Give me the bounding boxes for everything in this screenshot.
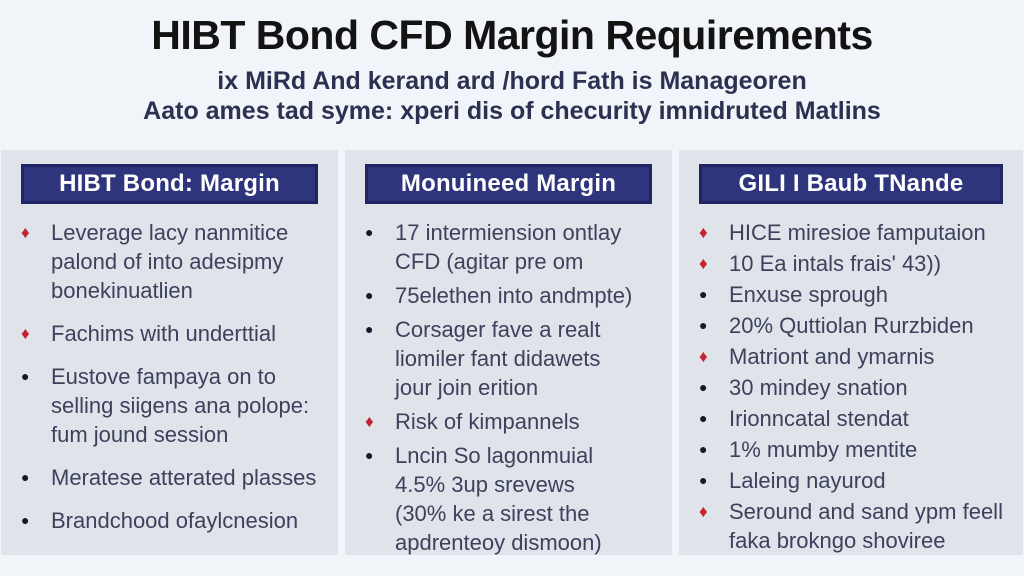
bullet-list: ♦ HICE miresioe famputaion ♦ 10 Ea intal… (679, 216, 1023, 555)
bullet-text: Fachims with underttial (51, 321, 276, 346)
bullet-text: Risk of kimpannels (395, 409, 580, 434)
bullet-item: ● 30 mindey snation (699, 373, 1013, 402)
columns-container: HIBT Bond: Margin ♦ Leverage lacy nanmit… (1, 150, 1024, 555)
dot-bullet-icon: ● (21, 512, 30, 528)
bullet-list: ● 17 intermiension ontlay CFD (agitar pr… (345, 216, 672, 555)
bullet-text: Corsager fave a realt liomiler fant dida… (395, 317, 601, 400)
column-3-panel: GILI I Baub TNande ♦ HICE miresioe fampu… (679, 150, 1023, 555)
subtitle-line-2: Aato ames tad syme: xperi dis of checuri… (143, 97, 881, 125)
bullet-text: Lncin So lagonmuial 4.5% 3up srevews (30… (395, 443, 602, 555)
column-header-bar: GILI I Baub TNande (699, 164, 1003, 204)
bullet-text: 17 intermiension ontlay CFD (agitar pre … (395, 220, 622, 274)
bullet-text: Enxuse sprough (729, 282, 888, 307)
dot-bullet-icon: ● (21, 469, 30, 485)
bullet-item: ♦ 10 Ea intals frais' 43)) (699, 249, 1013, 278)
dot-bullet-icon: ● (21, 368, 30, 384)
bullet-item: ● Corsager fave a realt liomiler fant di… (365, 315, 662, 402)
bullet-item: ♦ Leverage lacy nanmitice palond of into… (21, 218, 328, 305)
dot-bullet-icon: ● (699, 441, 708, 457)
bullet-item: ● 75elethen into andmpte) (365, 281, 662, 310)
column-header-bar: HIBT Bond: Margin (21, 164, 318, 204)
diamond-bullet-icon: ♦ (699, 254, 708, 273)
bullet-text: HICE miresioe famputaion (729, 220, 986, 245)
diamond-bullet-icon: ♦ (21, 223, 30, 242)
dot-bullet-icon: ● (699, 472, 708, 488)
diamond-bullet-icon: ♦ (21, 324, 30, 343)
bullet-text: 1% mumby mentite (729, 437, 918, 462)
bullet-item: ♦ HICE miresioe famputaion (699, 218, 1013, 247)
dot-bullet-icon: ● (365, 321, 374, 337)
bullet-item: ● Irionncatal stendat (699, 404, 1013, 433)
bullet-item: ♦ Risk of kimpannels (365, 407, 662, 436)
bullet-item: ● Meratese atterated plasses (21, 463, 328, 492)
column-header-bar: Monuineed Margin (365, 164, 652, 204)
diamond-bullet-icon: ♦ (699, 502, 708, 521)
column-1-panel: HIBT Bond: Margin ♦ Leverage lacy nanmit… (1, 150, 338, 555)
bullet-item: ● Brandchood ofaylcnesion (21, 506, 328, 535)
column-header-label: GILI I Baub TNande (738, 170, 964, 197)
bullet-text: Leverage lacy nanmitice palond of into a… (51, 220, 289, 303)
bullet-text: Laleing nayurod (729, 468, 886, 493)
bullet-text: Brandchood ofaylcnesion (51, 508, 299, 533)
dot-bullet-icon: ● (699, 317, 708, 333)
bullet-item: ● 17 intermiension ontlay CFD (agitar pr… (365, 218, 662, 276)
bullet-text: Eustove fampaya on to selling siigens an… (51, 364, 310, 447)
bullet-item: ● 20% Quttiolan Rurzbiden (699, 311, 1013, 340)
dot-bullet-icon: ● (699, 410, 708, 426)
bullet-text: Seround and sand ypm feell faka brokngo … (729, 499, 1003, 553)
bullet-text: 75elethen into andmpte) (395, 283, 633, 308)
bullet-text: Meratese atterated plasses (51, 465, 317, 490)
dot-bullet-icon: ● (699, 379, 708, 395)
bullet-text: 30 mindey snation (729, 375, 908, 400)
diamond-bullet-icon: ♦ (699, 223, 708, 242)
bullet-text: 10 Ea intals frais' 43)) (729, 251, 942, 276)
bullet-item: ♦ Matriont and ymarnis (699, 342, 1013, 371)
subtitle-line-1: ix MiRd And kerand ard /hord Fath is Man… (217, 67, 807, 95)
bullet-text: 20% Quttiolan Rurzbiden (729, 313, 974, 338)
page-title: HIBT Bond CFD Margin Requirements (151, 12, 873, 58)
diamond-bullet-icon: ♦ (365, 412, 374, 431)
diamond-bullet-icon: ♦ (699, 347, 708, 366)
bullet-item: ♦ Fachims with underttial (21, 319, 328, 348)
bullet-item: ● Laleing nayurod (699, 466, 1013, 495)
dot-bullet-icon: ● (365, 447, 374, 463)
dot-bullet-icon: ● (365, 287, 374, 303)
bullet-text: Irionncatal stendat (729, 406, 909, 431)
column-header-label: Monuineed Margin (400, 170, 617, 197)
column-2-panel: Monuineed Margin ● 17 intermiension ontl… (345, 150, 672, 555)
bullet-item: ● Lncin So lagonmuial 4.5% 3up srevews (… (365, 441, 662, 555)
bullet-text: Matriont and ymarnis (729, 344, 935, 369)
bullet-item: ♦ Seround and sand ypm feell faka brokng… (699, 497, 1013, 555)
dot-bullet-icon: ● (365, 224, 374, 240)
bullet-item: ● Enxuse sprough (699, 280, 1013, 309)
bullet-item: ● 1% mumby mentite (699, 435, 1013, 464)
dot-bullet-icon: ● (699, 286, 708, 302)
bullet-item: ● Eustove fampaya on to selling siigens … (21, 362, 328, 449)
column-header-label: HIBT Bond: Margin (59, 170, 280, 197)
bullet-list: ♦ Leverage lacy nanmitice palond of into… (1, 216, 338, 535)
